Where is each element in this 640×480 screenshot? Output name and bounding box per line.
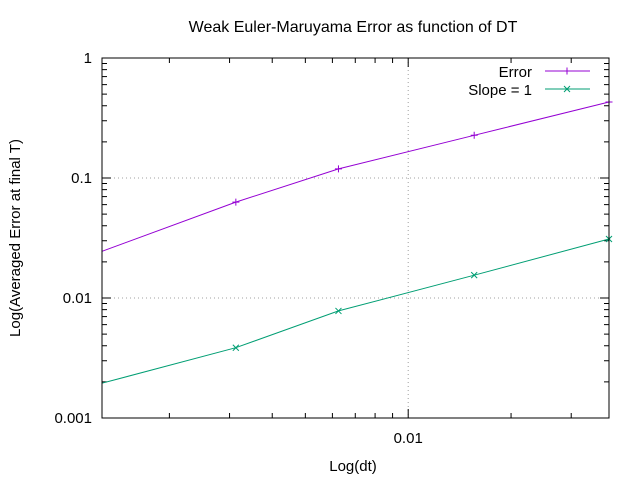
y-tick-label: 0.01: [63, 290, 92, 307]
data-point-error: [470, 131, 478, 139]
series-slope: [101, 235, 613, 384]
series-line-slope: [101, 238, 610, 384]
x-tick-label: 0.01: [394, 430, 423, 447]
legend: Error Slope = 1: [468, 64, 590, 99]
series-error: [101, 98, 613, 252]
series-layer: [101, 98, 613, 384]
y-tick-label: 1: [84, 50, 92, 67]
y-tick-label: 0.1: [71, 170, 92, 187]
data-point-slope: [470, 271, 478, 279]
data-point-slope: [335, 307, 342, 315]
y-tick-label: 0.001: [54, 410, 92, 427]
data-point-error: [334, 165, 342, 173]
legend-label-slope: Slope = 1: [468, 82, 532, 99]
chart-title: Weak Euler-Maruyama Error as function of…: [189, 19, 518, 36]
legend-entry-slope: Slope = 1: [468, 82, 590, 99]
series-line-error: [101, 101, 610, 252]
y-axis-label: Log(Averaged Error at final T): [7, 139, 24, 337]
data-point-error: [232, 198, 240, 206]
grid: [102, 58, 609, 418]
legend-entry-error: Error: [499, 64, 590, 81]
legend-marker-error: [563, 67, 571, 75]
legend-marker-slope: [563, 85, 571, 93]
data-point-slope: [232, 344, 240, 352]
plot-frame: [101, 57, 610, 419]
legend-label-error: Error: [499, 64, 532, 81]
x-axis-label: Log(dt): [329, 458, 377, 475]
axis-ticks: 0.001 0.01 0.1 1 0.01: [54, 50, 609, 447]
